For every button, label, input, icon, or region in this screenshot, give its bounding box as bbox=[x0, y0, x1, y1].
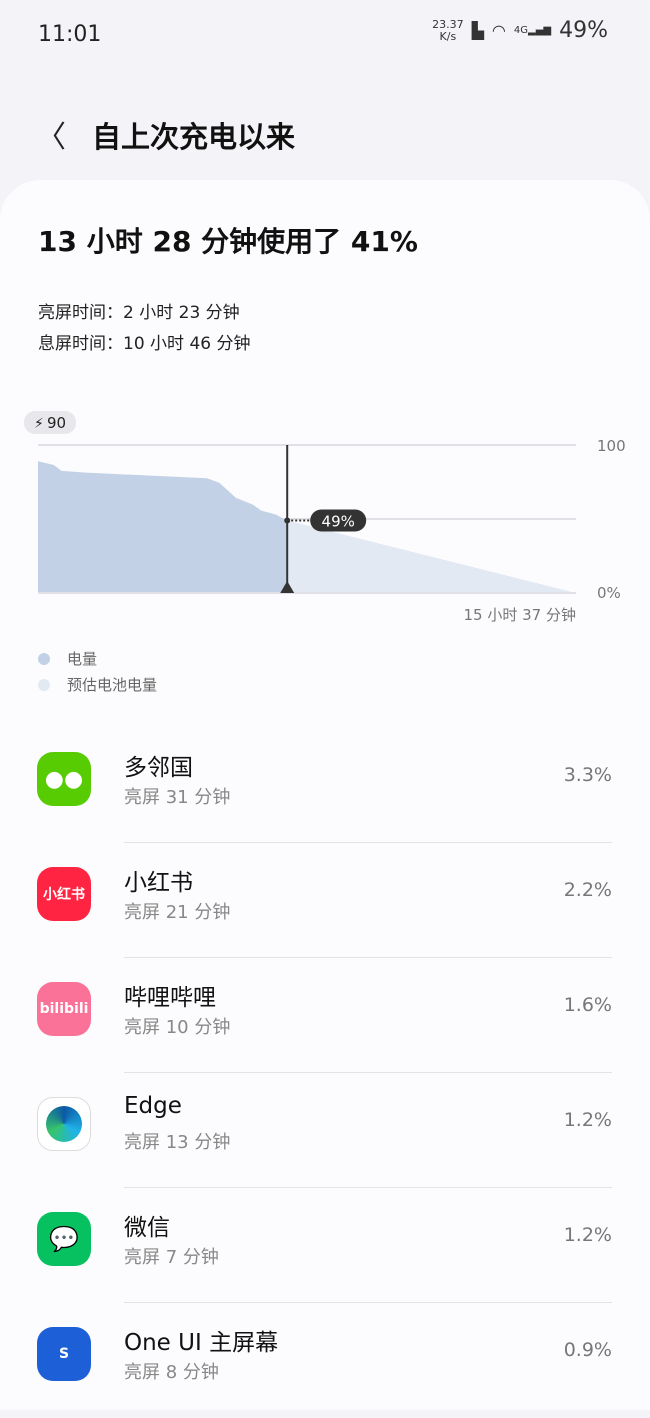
app-usage: 亮屏 8 分钟 bbox=[124, 1362, 219, 1383]
app-name: One UI 主屏幕 bbox=[124, 1330, 279, 1356]
app-usage: 亮屏 13 分钟 bbox=[124, 1132, 231, 1153]
charge-level: 90 bbox=[47, 414, 66, 432]
divider bbox=[124, 1187, 612, 1188]
app-name: Edge bbox=[124, 1093, 182, 1119]
app-usage: 亮屏 31 分钟 bbox=[124, 787, 231, 808]
battery-percent: 49% bbox=[559, 18, 608, 43]
clock: 11:01 bbox=[38, 22, 102, 47]
series-area-1 bbox=[287, 520, 576, 593]
app-row[interactable]: bilibili 哔哩哔哩 亮屏 10 分钟 1.6% bbox=[0, 958, 650, 1073]
back-button[interactable]: 〈 bbox=[36, 120, 66, 155]
app-usage: 亮屏 10 分钟 bbox=[124, 1017, 231, 1038]
net-speed: 23.37 K/s bbox=[432, 17, 464, 43]
wifi-icon: ◠ bbox=[491, 21, 506, 40]
app-percent: 2.2% bbox=[563, 879, 612, 901]
edge-icon bbox=[37, 1097, 91, 1151]
screen-off-time: 息屏时间：10 小时 46 分钟 bbox=[38, 334, 251, 354]
building-icon: ▙ bbox=[471, 21, 484, 40]
signal-icon: 4G▂▄▆ bbox=[513, 25, 552, 36]
app-name: 小红书 bbox=[124, 870, 193, 896]
charge-bolt-icon: ⚡ bbox=[34, 416, 44, 432]
series-area-0 bbox=[38, 461, 288, 593]
x-end-label: 15 小时 37 分钟 bbox=[464, 606, 576, 624]
app-row[interactable]: Edge 亮屏 13 分钟 1.2% bbox=[0, 1073, 650, 1188]
y-tick-0: 0% bbox=[597, 584, 621, 602]
divider bbox=[124, 1302, 612, 1303]
app-row[interactable]: ●● 多邻国 亮屏 31 分钟 3.3% bbox=[0, 728, 650, 843]
app-usage: 亮屏 21 分钟 bbox=[124, 902, 231, 923]
divider bbox=[124, 957, 612, 958]
divider bbox=[124, 1072, 612, 1073]
app-row[interactable]: S One UI 主屏幕 亮屏 8 分钟 0.9% bbox=[0, 1303, 650, 1418]
app-percent: 0.9% bbox=[563, 1339, 612, 1361]
app-percent: 1.6% bbox=[563, 994, 612, 1016]
app-row[interactable]: 小红书 小红书 亮屏 21 分钟 2.2% bbox=[0, 843, 650, 958]
screen-on-time: 亮屏时间：2 小时 23 分钟 bbox=[38, 303, 240, 323]
current-badge bbox=[310, 509, 367, 532]
current-label: 49% bbox=[322, 512, 355, 530]
app-usage: 亮屏 7 分钟 bbox=[124, 1247, 219, 1268]
cursor-handle bbox=[280, 581, 295, 593]
battery-chart[interactable]: 49% 100 0% 15 小时 37 分钟 ⚡ 90 bbox=[0, 0, 650, 720]
xiaohongshu-icon: 小红书 bbox=[37, 867, 91, 921]
charge-badge bbox=[24, 411, 76, 434]
battery-card: 13 小时 28 分钟使用了 41% 亮屏时间：2 小时 23 分钟 息屏时间：… bbox=[0, 180, 650, 1410]
bilibili-icon: bilibili bbox=[37, 982, 91, 1036]
status-bar: 11:01 23.37 K/s ▙ ◠ 4G▂▄▆ 49% bbox=[0, 0, 650, 70]
app-percent: 3.3% bbox=[563, 764, 612, 786]
app-percent: 1.2% bbox=[563, 1224, 612, 1246]
one-ui-home-icon: S bbox=[37, 1327, 91, 1381]
wechat-icon: 💬 bbox=[37, 1212, 91, 1266]
legend-item-battery: 电量 bbox=[38, 648, 97, 669]
page-title: 自上次充电以来 bbox=[92, 120, 296, 154]
y-tick-100: 100 bbox=[597, 437, 626, 455]
app-name: 微信 bbox=[124, 1215, 170, 1241]
app-percent: 1.2% bbox=[563, 1109, 612, 1131]
duolingo-icon: ●● bbox=[37, 752, 91, 806]
app-name: 多邻国 bbox=[124, 755, 193, 781]
legend-item-estimated: 预估电池电量 bbox=[38, 674, 157, 695]
app-name: 哔哩哔哩 bbox=[124, 985, 216, 1011]
app-row[interactable]: 💬 微信 亮屏 7 分钟 1.2% bbox=[0, 1188, 650, 1303]
usage-summary: 13 小时 28 分钟使用了 41% bbox=[38, 225, 418, 258]
divider bbox=[124, 842, 612, 843]
